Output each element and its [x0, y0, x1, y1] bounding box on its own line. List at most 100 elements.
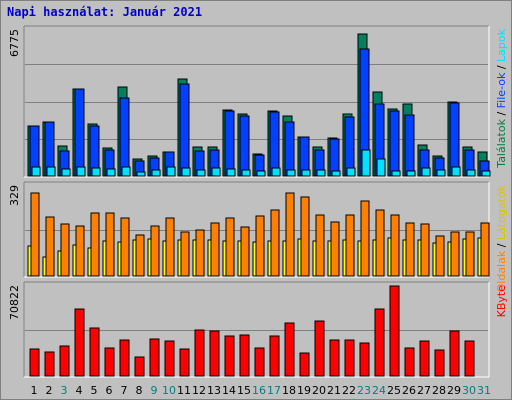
bar-pages [76, 166, 86, 177]
bar-kbytes [374, 308, 385, 377]
bar-pages [121, 166, 131, 177]
bar-pages [360, 200, 370, 277]
bar-files [179, 83, 190, 177]
bar-kbytes [239, 334, 250, 377]
bar-kbytes [164, 340, 175, 377]
x-tick-label: 6 [106, 384, 113, 397]
bar-files [284, 121, 295, 177]
bar-kbytes [284, 322, 295, 377]
bar-kbytes [119, 339, 130, 377]
bar-kbytes [359, 342, 370, 377]
bar-kbytes [59, 345, 70, 377]
bar-pages [30, 192, 40, 277]
x-tick-label: 28 [432, 384, 446, 397]
x-tick-label: 18 [282, 384, 296, 397]
bar-pages [120, 217, 130, 277]
bar-pages [46, 166, 56, 177]
bar-files [269, 111, 280, 177]
bar-pages [61, 168, 71, 177]
bar-pages [405, 222, 415, 277]
bar-kbytes [269, 335, 280, 377]
x-tick-label: 5 [91, 384, 98, 397]
bar-pages [390, 214, 400, 277]
x-tick-label: 16 [252, 384, 266, 397]
bar-pages [300, 196, 310, 277]
x-tick-label: 25 [387, 384, 401, 397]
legend-entry: / [495, 240, 508, 251]
bar-pages [376, 158, 386, 177]
bar-kbytes [404, 347, 415, 377]
bar-pages [45, 216, 55, 277]
x-tick-label: 30 [462, 384, 476, 397]
bar-kbytes [89, 327, 100, 377]
bar-pages [105, 212, 115, 277]
bar-pages [166, 166, 176, 177]
x-tick-label: 24 [372, 384, 386, 397]
bar-pages [331, 170, 341, 177]
bar-pages [225, 217, 235, 277]
x-tick-label: 4 [76, 384, 83, 397]
bar-kbytes [434, 349, 445, 377]
legend-entry: Lapok [495, 28, 508, 62]
bar-pages [420, 223, 430, 277]
bar-pages [226, 168, 236, 177]
bar-pages [465, 231, 475, 277]
bar-kbytes [314, 320, 325, 377]
x-tick-label: 11 [177, 384, 191, 397]
bar-pages [315, 214, 325, 277]
right-legend: Találatok / File-ok / Lapok [495, 28, 508, 168]
bar-files [119, 97, 130, 177]
right-legend: Oldalak / Látogatók [495, 184, 508, 292]
bar-pages [165, 217, 175, 277]
legend-entry: / [495, 108, 508, 119]
bar-pages [391, 170, 401, 177]
bar-kbytes [179, 348, 190, 377]
x-tick-label: 21 [327, 384, 341, 397]
bar-pages [136, 171, 146, 177]
bar-files [344, 116, 355, 177]
bar-files [449, 102, 460, 177]
bar-pages [196, 169, 206, 177]
bar-pages [150, 225, 160, 277]
bar-pages [255, 215, 265, 277]
bar-pages [345, 214, 355, 277]
y-max-label: 329 [8, 185, 21, 206]
bar-kbytes [254, 347, 265, 377]
bar-files [74, 88, 85, 177]
x-tick-label: 8 [136, 384, 143, 397]
legend-entry: Találatok [495, 118, 508, 168]
legend-entry: Oldalak [495, 250, 508, 292]
bar-pages [436, 169, 446, 177]
bar-pages [480, 222, 490, 277]
bar-kbytes [194, 329, 205, 377]
bar-pages [90, 212, 100, 277]
legend-entry: File-ok [495, 72, 508, 108]
bar-pages [285, 192, 295, 277]
x-tick-label: 20 [312, 384, 326, 397]
bar-kbytes [74, 308, 85, 377]
bar-kbytes [44, 351, 55, 377]
x-tick-label: 31 [477, 384, 491, 397]
bar-pages [75, 225, 85, 277]
right-legend: KByte [495, 285, 508, 318]
bar-kbytes [344, 339, 355, 377]
x-tick-label: 22 [342, 384, 356, 397]
x-tick-label: 23 [357, 384, 371, 397]
x-tick-label: 7 [121, 384, 128, 397]
bar-pages [316, 169, 326, 177]
bar-kbytes [389, 285, 400, 377]
bar-pages [466, 169, 476, 177]
bar-pages [481, 170, 491, 177]
bar-kbytes [329, 339, 340, 377]
bar-pages [301, 169, 311, 177]
bar-kbytes [29, 348, 40, 377]
bar-pages [211, 167, 221, 177]
bar-kbytes [209, 330, 220, 377]
bar-kbytes [299, 352, 310, 377]
x-tick-label: 19 [297, 384, 311, 397]
legend-entry: / [495, 62, 508, 73]
x-tick-label: 17 [267, 384, 281, 397]
bar-pages [270, 209, 280, 277]
